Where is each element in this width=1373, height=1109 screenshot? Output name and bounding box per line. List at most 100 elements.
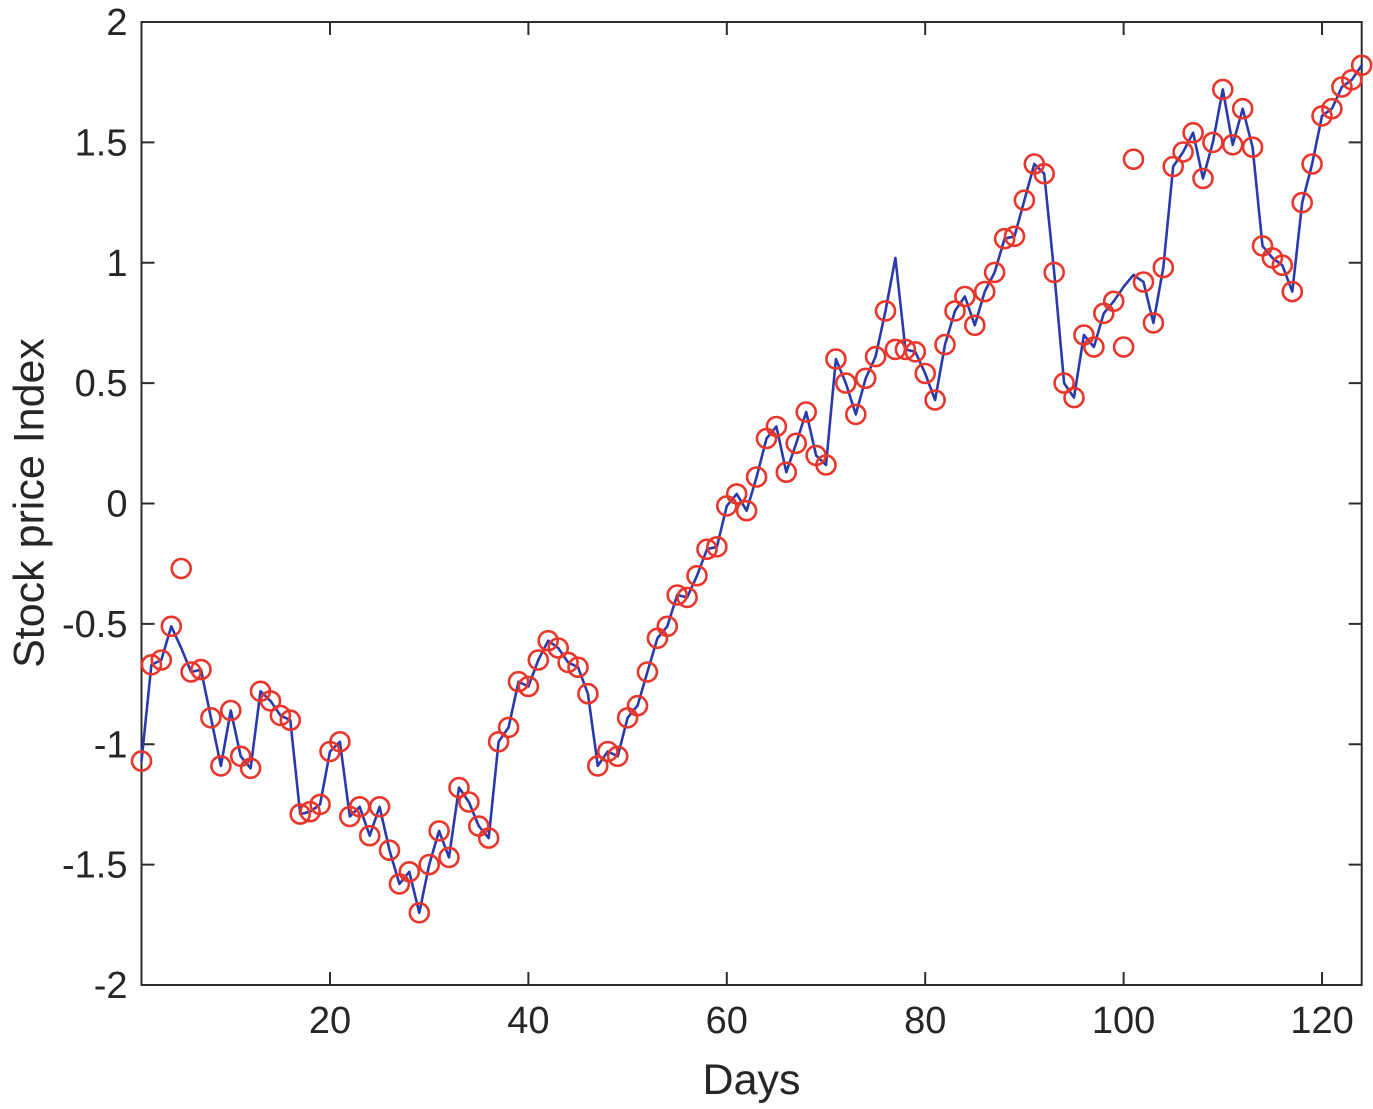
data-point-marker (398, 860, 421, 883)
data-point-marker (130, 750, 153, 772)
y-tick-label: 0.5 (75, 363, 128, 405)
y-tick-label: -0.5 (62, 604, 127, 646)
data-point-marker (1003, 225, 1026, 248)
data-point-marker (279, 709, 302, 732)
data-point-marker (408, 901, 431, 924)
data-point-marker (745, 466, 768, 488)
data-point-marker (140, 653, 163, 676)
data-point-marker (170, 557, 192, 580)
data-point-marker (775, 461, 798, 484)
data-point-marker (1152, 256, 1175, 279)
data-point-marker (1231, 97, 1254, 120)
data-point-marker (973, 280, 996, 303)
data-point-marker (418, 853, 441, 876)
data-point-marker (1142, 312, 1165, 334)
data-point-marker (844, 403, 867, 426)
data-point-marker (190, 658, 212, 681)
data-point-marker (567, 656, 589, 679)
data-point-marker (1083, 336, 1105, 358)
data-point-marker (825, 348, 847, 370)
data-point-marker (944, 300, 966, 322)
data-point-marker (586, 755, 609, 777)
data-point-marker (239, 757, 262, 780)
data-point-marker (1301, 153, 1323, 175)
data-point-marker (438, 846, 460, 869)
data-point-marker (289, 803, 312, 825)
series-line (140, 64, 1363, 915)
data-point-marker (815, 454, 837, 476)
data-point-marker (458, 791, 480, 813)
data-point-marker (210, 755, 232, 777)
y-tick-label: 1.5 (75, 122, 128, 164)
data-point-marker (517, 675, 540, 698)
data-point-marker (765, 415, 788, 438)
data-point-marker (428, 820, 450, 842)
x-tick-label: 60 (706, 1000, 748, 1042)
data-point-marker (676, 586, 698, 609)
x-tick-label: 80 (904, 1000, 946, 1042)
data-point-marker (577, 682, 599, 705)
data-point-marker (874, 300, 897, 322)
data-point-marker (1182, 121, 1204, 144)
data-point-marker (497, 716, 520, 739)
data-point-marker (983, 261, 1006, 284)
data-point-marker (656, 615, 679, 638)
data-point-marker (924, 389, 946, 411)
data-point-marker (448, 776, 470, 799)
data-point-marker (1192, 167, 1214, 190)
data-point-marker (1033, 162, 1055, 185)
data-point-marker (547, 637, 570, 659)
data-point-marker (636, 661, 659, 683)
y-tick-label: 2 (106, 2, 127, 44)
data-point-marker (1102, 290, 1125, 313)
x-tick-label: 120 (1290, 1000, 1353, 1042)
data-point-marker (954, 285, 976, 308)
y-tick-label: -1 (94, 724, 128, 766)
data-point-marker (1172, 141, 1194, 163)
data-point-marker (150, 649, 173, 671)
data-point-marker (596, 740, 619, 763)
y-axis-label: Stock price Index (5, 338, 54, 668)
y-tick-label: 1 (106, 243, 127, 285)
plot-border (140, 21, 1363, 986)
data-point-marker (368, 795, 391, 818)
data-point-marker (1212, 78, 1234, 101)
data-point-marker (329, 730, 351, 753)
data-point-marker (696, 538, 718, 561)
data-point-marker (854, 367, 877, 390)
data-point-marker (725, 483, 748, 505)
y-tick-label: -1.5 (62, 845, 127, 887)
data-point-marker (735, 499, 758, 522)
x-tick-label: 40 (507, 1000, 549, 1042)
data-point-marker (706, 535, 728, 558)
data-point-marker (1350, 54, 1373, 77)
data-point-marker (527, 649, 550, 671)
data-point-marker (557, 651, 579, 674)
data-point-marker (914, 362, 937, 385)
data-point-marker (378, 839, 401, 862)
data-point-marker (220, 699, 242, 722)
data-point-marker (834, 372, 857, 394)
y-tick-label: -2 (94, 965, 128, 1007)
data-point-marker (180, 661, 202, 683)
data-point-marker (1162, 155, 1184, 178)
data-point-marker (269, 704, 292, 727)
data-point-marker (1043, 261, 1065, 284)
data-point-marker (963, 314, 986, 337)
y-tick-label: 0 (106, 484, 127, 526)
x-tick-label: 100 (1092, 1000, 1155, 1042)
data-point-marker (259, 690, 282, 712)
data-point-marker (666, 584, 689, 606)
data-point-marker (1112, 336, 1135, 358)
data-point-marker (1281, 280, 1304, 303)
data-point-marker (1063, 386, 1085, 409)
data-point-marker (904, 340, 927, 363)
data-point-marker (507, 670, 530, 693)
data-point-marker (864, 345, 887, 368)
data-point-marker (1341, 69, 1363, 91)
data-point-marker (626, 694, 649, 717)
data-point-marker (1321, 97, 1343, 120)
data-point-marker (309, 793, 331, 816)
